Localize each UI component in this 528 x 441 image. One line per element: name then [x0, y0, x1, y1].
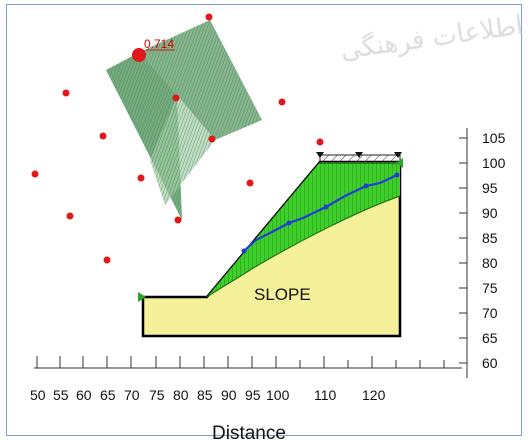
green-triangle-icon: [138, 292, 146, 302]
down-triangle-icon: [316, 152, 324, 158]
x-tick-label: 80: [173, 387, 189, 403]
y-tick-label: 75: [482, 280, 498, 296]
water-table-points: [241, 172, 400, 254]
grid-centre-points: [31, 13, 324, 264]
x-tick-label: 75: [149, 387, 165, 403]
x-axis: 50 55 60 65 70 75 80 85 90 95 100 110 120: [30, 356, 462, 403]
x-tick-label: 90: [221, 387, 237, 403]
slip-surface: [206, 195, 401, 298]
diagram-frame: [6, 4, 522, 436]
x-tick-label: 120: [362, 387, 386, 403]
down-triangle-icon: [355, 152, 363, 158]
y-tick-label: 100: [482, 155, 506, 171]
y-tick-label: 90: [482, 205, 498, 221]
y-tick-label: 70: [482, 305, 498, 321]
watermark: اطلاعات فرهنگی: [339, 10, 525, 66]
y-axis: 105 100 95 90 85 80 75 70 65 60: [459, 128, 506, 378]
slope-label: SLOPE: [254, 285, 311, 304]
x-tick-label: 110: [314, 387, 337, 403]
y-tick-label: 80: [482, 255, 498, 271]
x-tick-label: 95: [245, 387, 261, 403]
x-tick-label: 55: [53, 387, 69, 403]
green-triangle-icon: [396, 158, 403, 168]
down-triangle-icon: [394, 152, 402, 158]
x-tick-label: 70: [124, 387, 140, 403]
search-radius-fan: [106, 20, 262, 220]
water-table-line: [243, 174, 398, 252]
y-tick-label: 105: [482, 130, 506, 146]
critical-centre-point: [132, 48, 146, 62]
failure-zone-lines: [207, 162, 400, 297]
factor-of-safety-label: 0.714: [144, 37, 174, 51]
y-tick-label: 95: [482, 180, 498, 196]
x-tick-label: 85: [197, 387, 213, 403]
x-tick-label: 100: [266, 387, 290, 403]
water-markers: [316, 152, 402, 158]
y-tick-label: 60: [482, 355, 498, 371]
x-tick-label: 60: [76, 387, 92, 403]
x-axis-title: Distance: [212, 423, 286, 441]
x-tick-label: 50: [30, 387, 46, 403]
y-tick-label: 85: [482, 230, 498, 246]
x-tick-label: 65: [100, 387, 116, 403]
y-tick-label: 65: [482, 330, 498, 346]
